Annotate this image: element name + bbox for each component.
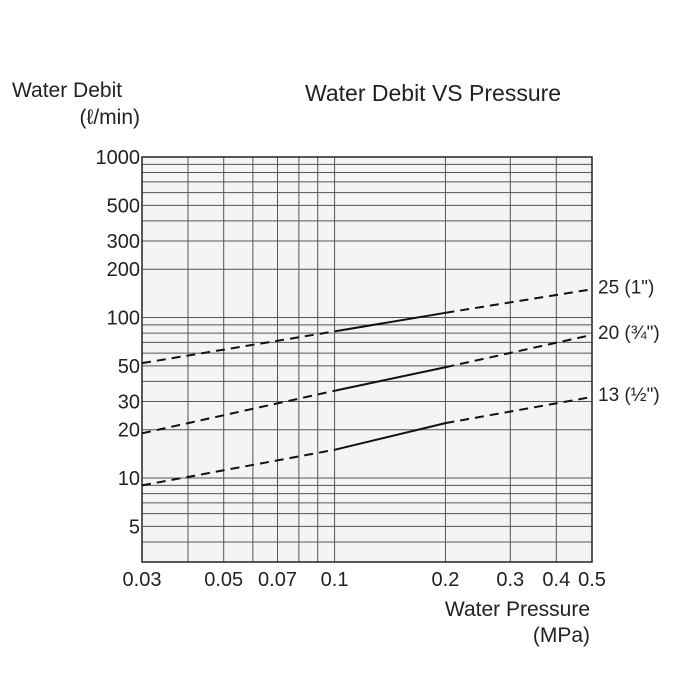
x-tick-label: 0.03 (123, 569, 162, 591)
series-line-dashed (141, 448, 335, 487)
series-line-dashed (445, 333, 593, 369)
chart-title: Water Debit VS Pressure (305, 80, 561, 106)
series-line-dashed (445, 395, 593, 425)
y-tick-label: 200 (107, 259, 140, 281)
series-line-dashed (445, 288, 593, 314)
x-tick-label: 0.07 (258, 569, 297, 591)
x-tick-label: 0.1 (321, 569, 349, 591)
series-line-dashed (141, 330, 335, 365)
y-axis-unit: (ℓ/min) (80, 106, 140, 129)
x-axis-label: Water Pressure (445, 598, 590, 621)
y-tick-label: 1000 (96, 147, 141, 169)
y-axis-label: Water Debit (12, 79, 122, 102)
plot-frame (141, 156, 593, 563)
series-label: 20 (¾") (598, 323, 660, 344)
y-tick-label: 30 (118, 391, 140, 413)
series-line-solid (334, 366, 446, 392)
series-line-solid (334, 422, 446, 451)
y-tick-label: 5 (129, 516, 140, 538)
series-label: 13 (½") (598, 385, 660, 406)
y-tick-label: 50 (118, 356, 140, 378)
series-line-dashed (141, 389, 335, 435)
y-tick-label: 10 (118, 468, 140, 490)
x-tick-label: 0.05 (204, 569, 243, 591)
y-tick-label: 300 (107, 231, 140, 253)
x-axis-unit: (MPa) (533, 624, 590, 647)
y-tick-label: 100 (107, 308, 140, 330)
y-tick-label: 20 (118, 420, 140, 442)
x-tick-label: 0.5 (578, 569, 606, 591)
series-line-solid (334, 311, 446, 333)
plot-area: 1000 500 300 200 100 50 30 20 10 5 0.03 0.05 0.07 0.1… (96, 147, 660, 591)
x-tick-label: 0.3 (496, 569, 524, 591)
plot-background (142, 157, 592, 562)
y-tick-label: 500 (107, 195, 140, 217)
series-label: 25 (1") (598, 277, 654, 298)
x-tick-label: 0.2 (432, 569, 460, 591)
x-tick-label: 0.4 (542, 569, 570, 591)
